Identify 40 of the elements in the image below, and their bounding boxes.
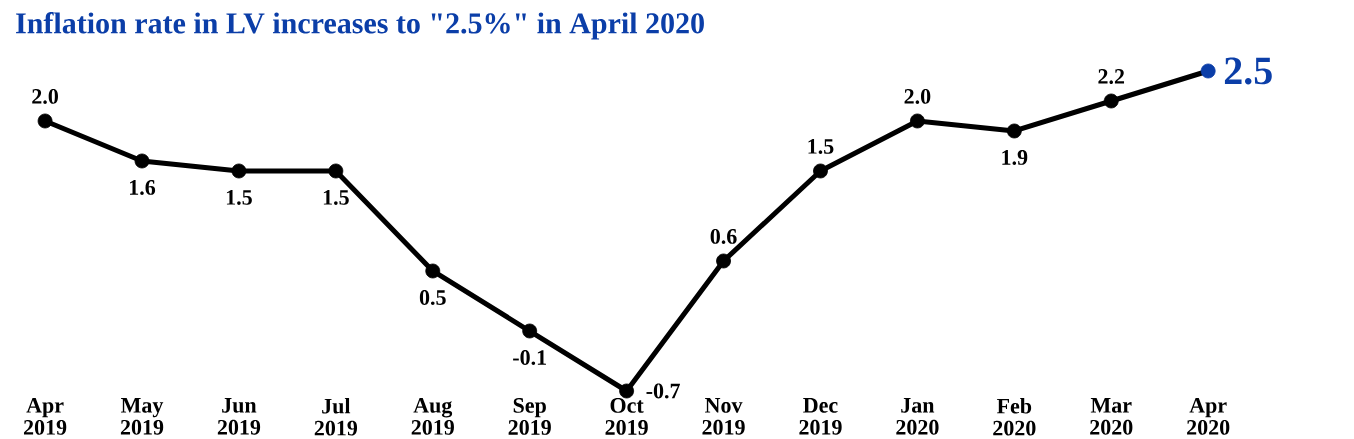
data-label: 2.0 — [32, 89, 58, 104]
data-label: 2.0 — [904, 89, 931, 104]
data-label: 1.5 — [226, 190, 252, 205]
point — [716, 253, 731, 269]
point — [1006, 123, 1022, 139]
point — [1103, 93, 1119, 109]
data-label: 1.5 — [323, 190, 349, 205]
point — [231, 163, 247, 179]
point — [619, 383, 635, 399]
x-tick-label: Nov 2019 — [702, 398, 745, 435]
point — [909, 113, 925, 129]
point — [328, 163, 344, 179]
x-tick-label: Jun 2019 — [217, 398, 261, 435]
data-label: 0.5 — [419, 290, 446, 306]
x-tick-label: Apr 2020 — [1187, 398, 1230, 435]
x-tick-label: Sep 2019 — [508, 398, 551, 435]
chart-title: Inflation rate in LV increases to "2.5%" in April 2020 — [16, 12, 704, 40]
x-tick-label: Jul 2019 — [314, 398, 358, 436]
x-tick-label: Mar 2020 — [1090, 398, 1133, 435]
point — [134, 153, 150, 169]
point — [425, 263, 441, 279]
data-label: 1.6 — [130, 180, 156, 195]
point — [813, 163, 828, 179]
data-label: -0.7 — [646, 383, 680, 399]
point — [1200, 63, 1216, 79]
data-label: 2.5 — [1224, 57, 1272, 85]
x-tick-label: May 2019 — [120, 398, 164, 435]
x-tick-label: Apr 2019 — [23, 398, 67, 435]
data-label: 1.5 — [808, 139, 834, 154]
data-label: 1.9 — [1002, 150, 1028, 165]
data-label: -0.1 — [513, 350, 546, 366]
x-tick-label: Aug 2019 — [411, 398, 454, 435]
x-tick-label: Feb 2020 — [993, 398, 1036, 436]
x-tick-label: Dec 2019 — [799, 398, 842, 435]
data-label: 2.2 — [1098, 69, 1125, 84]
x-tick-label: Oct 2019 — [605, 398, 648, 435]
data-label: 0.6 — [710, 229, 737, 244]
point — [37, 113, 53, 129]
point — [522, 323, 538, 339]
x-tick-label: Jan 2020 — [896, 398, 939, 435]
